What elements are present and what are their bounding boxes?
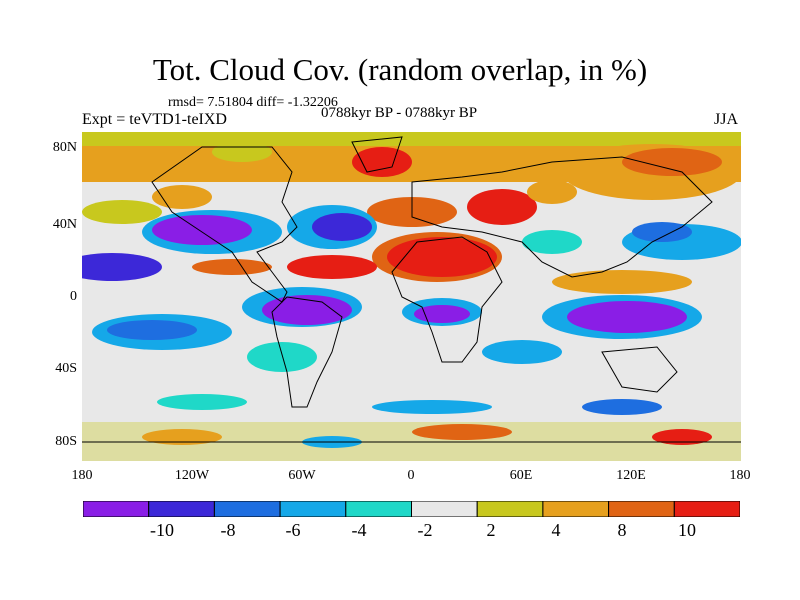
colorbar-label: -4 bbox=[351, 520, 367, 540]
map-panel bbox=[82, 132, 741, 461]
lat-label-40s: 40S bbox=[55, 361, 77, 376]
period-label: 0788kyr BP - 0788kyr BP bbox=[321, 105, 478, 121]
colorbar-label: 10 bbox=[678, 520, 696, 540]
lon-label-60w: 60W bbox=[288, 468, 316, 483]
colorbar-label: -2 bbox=[417, 520, 433, 540]
colorbar-swatch bbox=[542, 500, 610, 518]
season-label: JJA bbox=[714, 111, 739, 128]
colorbar-label: 2 bbox=[486, 520, 496, 540]
plot-title: Tot. Cloud Cov. (random overlap, in %) bbox=[152, 52, 648, 87]
lon-label-120e: 120E bbox=[616, 468, 646, 483]
colorbar-swatch bbox=[279, 500, 347, 518]
colorbar-swatch bbox=[345, 500, 412, 518]
lat-label-40n: 40N bbox=[52, 217, 77, 232]
colorbar bbox=[82, 500, 741, 518]
colorbar-swatch bbox=[148, 500, 215, 518]
lon-label-0: 0 bbox=[407, 468, 415, 483]
cloud-cover-map bbox=[82, 132, 741, 461]
colorbar-label: -10 bbox=[150, 520, 174, 540]
colorbar-label: -6 bbox=[285, 520, 301, 540]
colorbar-label: -8 bbox=[220, 520, 236, 540]
colorbar-swatches bbox=[82, 500, 741, 518]
coastlines bbox=[82, 136, 741, 443]
lon-label-180w: 180 bbox=[71, 468, 93, 483]
lat-label-eq: 0 bbox=[70, 289, 77, 304]
rmsd-diff-stats: rmsd= 7.51804 diff= -1.32206 bbox=[168, 95, 338, 110]
colorbar-swatch bbox=[213, 500, 281, 518]
lat-label-80s: 80S bbox=[55, 434, 77, 449]
lon-label-180e: 180 bbox=[729, 468, 751, 483]
colorbar-swatch bbox=[608, 500, 675, 518]
lon-label-60e: 60E bbox=[509, 468, 533, 483]
lon-label-120w: 120W bbox=[174, 468, 210, 483]
experiment-label: Expt = teVTD1-teIXD bbox=[82, 111, 227, 128]
lat-label-80n: 80N bbox=[52, 140, 77, 155]
colorbar-swatch bbox=[673, 500, 741, 518]
colorbar-label: 8 bbox=[617, 520, 627, 540]
colorbar-label: 4 bbox=[551, 520, 561, 540]
colorbar-swatch bbox=[82, 500, 150, 518]
colorbar-swatch bbox=[476, 500, 544, 518]
colorbar-swatch bbox=[411, 500, 478, 518]
